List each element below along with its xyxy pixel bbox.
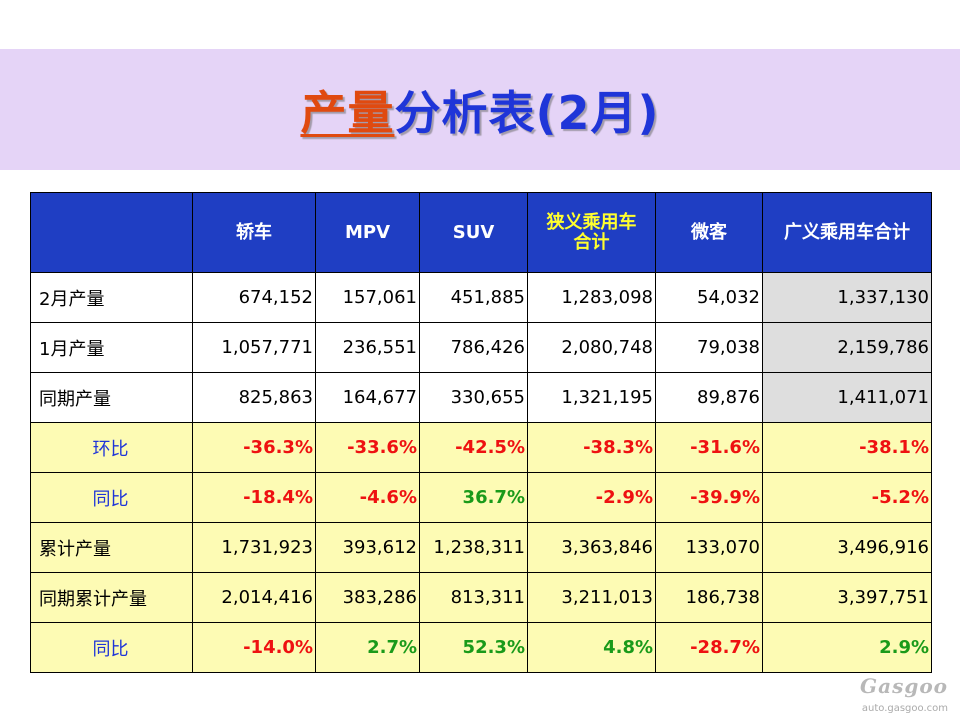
table-cell: -31.6% <box>655 422 763 473</box>
table-cell: 79,038 <box>655 322 763 373</box>
title-highlight: 产量 <box>300 85 395 140</box>
header-corner <box>30 192 193 273</box>
table-cell: 52.3% <box>419 622 528 673</box>
table-cell: 186,738 <box>655 572 763 623</box>
table-cell: 3,363,846 <box>527 522 656 573</box>
watermark-url: auto.gasgoo.com <box>861 703 948 714</box>
table-cell: 451,885 <box>419 272 528 323</box>
table-cell: -39.9% <box>655 472 763 523</box>
table-row: 累计产量 1,731,923 393,612 1,238,311 3,363,8… <box>30 522 932 573</box>
table-cell: -2.9% <box>527 472 656 523</box>
table-cell: 36.7% <box>419 472 528 523</box>
table-cell: 54,032 <box>655 272 763 323</box>
table-cell: -33.6% <box>315 422 420 473</box>
title-banner: 产量分析表(2月) <box>0 49 960 170</box>
table-cell: 813,311 <box>419 572 528 623</box>
table-cell: 1,238,311 <box>419 522 528 573</box>
table-cell: 1,337,130 <box>762 272 932 323</box>
table-cell: 674,152 <box>192 272 316 323</box>
table-cell: 2.9% <box>762 622 932 673</box>
table-row: 同期产量 825,863 164,677 330,655 1,321,195 8… <box>30 372 932 423</box>
table-cell: 1,731,923 <box>192 522 316 573</box>
production-analysis-table: 轿车 MPV SUV 狭义乘用车合计 微客 广义乘用车合计 2月产量 674,1… <box>30 192 932 673</box>
row-label: 环比 <box>30 422 193 473</box>
table-cell: 3,496,916 <box>762 522 932 573</box>
table-cell: 330,655 <box>419 372 528 423</box>
header-suv: SUV <box>419 192 528 273</box>
header-mpv: MPV <box>315 192 420 273</box>
table-cell: 1,283,098 <box>527 272 656 323</box>
table-cell: 164,677 <box>315 372 420 423</box>
table-cell: 1,057,771 <box>192 322 316 373</box>
table-cell: -4.6% <box>315 472 420 523</box>
table-cell: 393,612 <box>315 522 420 573</box>
header-minivan: 微客 <box>655 192 763 273</box>
table-cell: 786,426 <box>419 322 528 373</box>
table-cell: 2.7% <box>315 622 420 673</box>
row-label: 1月产量 <box>30 322 193 373</box>
table-row: 同比 -18.4% -4.6% 36.7% -2.9% -39.9% -5.2% <box>30 472 932 523</box>
table-cell: -18.4% <box>192 472 316 523</box>
watermark-logo: Gasgoo <box>860 674 948 698</box>
table-cell: 383,286 <box>315 572 420 623</box>
table-row: 2月产量 674,152 157,061 451,885 1,283,098 5… <box>30 272 932 323</box>
watermark: Gasgoo auto.gasgoo.com <box>858 674 948 714</box>
table-cell: 1,321,195 <box>527 372 656 423</box>
table-cell: -42.5% <box>419 422 528 473</box>
row-label: 同期累计产量 <box>30 572 193 623</box>
table-cell: 825,863 <box>192 372 316 423</box>
table-cell: 2,080,748 <box>527 322 656 373</box>
row-label: 同比 <box>30 472 193 523</box>
table-cell: 3,397,751 <box>762 572 932 623</box>
table-cell: -14.0% <box>192 622 316 673</box>
row-label: 同比 <box>30 622 193 673</box>
table-cell: 1,411,071 <box>762 372 932 423</box>
header-narrow-passenger-total: 狭义乘用车合计 <box>527 192 656 273</box>
table-cell: -5.2% <box>762 472 932 523</box>
table-cell: 89,876 <box>655 372 763 423</box>
table-row: 同期累计产量 2,014,416 383,286 813,311 3,211,0… <box>30 572 932 623</box>
table-row: 环比 -36.3% -33.6% -42.5% -38.3% -31.6% -3… <box>30 422 932 473</box>
header-row: 轿车 MPV SUV 狭义乘用车合计 微客 广义乘用车合计 <box>30 192 932 273</box>
row-label: 同期产量 <box>30 372 193 423</box>
table-row: 1月产量 1,057,771 236,551 786,426 2,080,748… <box>30 322 932 373</box>
table-row: 同比 -14.0% 2.7% 52.3% 4.8% -28.7% 2.9% <box>30 622 932 673</box>
row-label: 2月产量 <box>30 272 193 323</box>
table-cell: -38.1% <box>762 422 932 473</box>
table-cell: 236,551 <box>315 322 420 373</box>
header-sedan: 轿车 <box>192 192 316 273</box>
table-cell: -28.7% <box>655 622 763 673</box>
table-cell: -36.3% <box>192 422 316 473</box>
table-cell: 157,061 <box>315 272 420 323</box>
table-cell: 3,211,013 <box>527 572 656 623</box>
title-rest: 分析表(2月) <box>394 85 660 140</box>
row-label: 累计产量 <box>30 522 193 573</box>
table-cell: 133,070 <box>655 522 763 573</box>
page-title: 产量分析表(2月) <box>300 77 659 143</box>
header-broad-passenger-total: 广义乘用车合计 <box>762 192 932 273</box>
table-cell: -38.3% <box>527 422 656 473</box>
table-cell: 2,014,416 <box>192 572 316 623</box>
table-cell: 4.8% <box>527 622 656 673</box>
table-cell: 2,159,786 <box>762 322 932 373</box>
